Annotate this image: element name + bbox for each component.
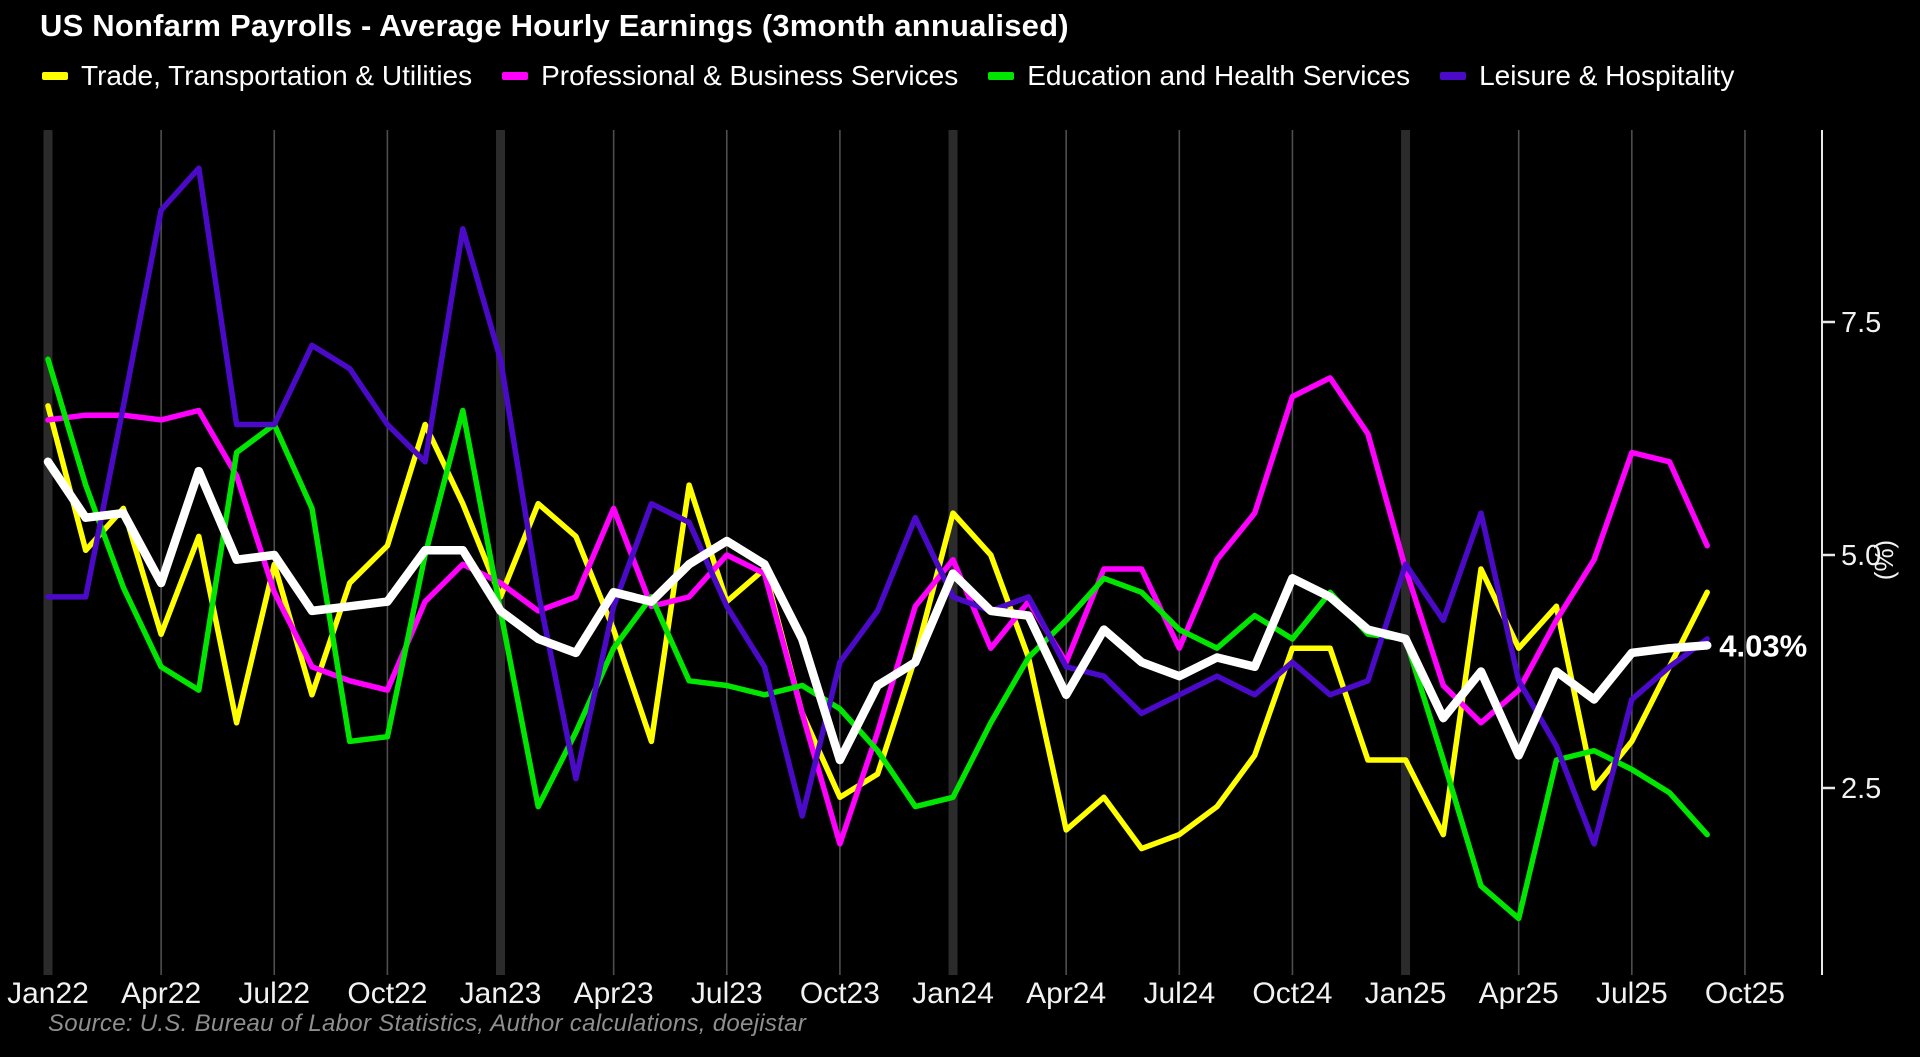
y-tick-label-7.5: 7.5: [1841, 307, 1881, 339]
chart-title: US Nonfarm Payrolls - Average Hourly Ear…: [40, 8, 1069, 43]
x-tick-label-Jul24: Jul24: [1143, 977, 1215, 1010]
legend-label-professional: Professional & Business Services: [541, 60, 959, 91]
legend-label-leisure: Leisure & Hospitality: [1479, 60, 1735, 91]
legend-item-trade: Trade, Transportation & Utilities: [42, 60, 472, 92]
legend-item-education: Education and Health Services: [988, 60, 1410, 92]
y-tick-label-5.0: 5.0: [1841, 540, 1881, 572]
legend-swatch-education: [988, 72, 1015, 80]
legend-item-professional: Professional & Business Services: [502, 60, 958, 92]
x-tick-label-Jan24: Jan24: [912, 977, 994, 1010]
y-tick-label-2.5: 2.5: [1841, 773, 1881, 805]
source-note: Source: U.S. Bureau of Labor Statistics,…: [48, 1010, 807, 1037]
series-line-professional-business-services: [45, 375, 1710, 847]
legend-label-education: Education and Health Services: [1027, 60, 1411, 91]
x-tick-label-Oct23: Oct23: [800, 977, 880, 1010]
x-tick-label-Apr24: Apr24: [1026, 977, 1106, 1010]
x-tick-label-Jul25: Jul25: [1596, 977, 1668, 1010]
x-tick-label-Apr25: Apr25: [1479, 977, 1559, 1010]
x-tick-label-Jan25: Jan25: [1365, 977, 1447, 1010]
legend: Trade, Transportation & Utilities Profes…: [42, 60, 1734, 92]
series-line-education-and-health-services: [45, 356, 1710, 922]
series-end-value-label: 4.03%: [1719, 628, 1807, 663]
x-tick-label-Jan22: Jan22: [7, 977, 89, 1010]
x-tick-label-Jan23: Jan23: [460, 977, 542, 1010]
series-line-overall: [43, 457, 1712, 765]
x-tick-label-Oct24: Oct24: [1252, 977, 1332, 1010]
legend-item-leisure: Leisure & Hospitality: [1440, 60, 1734, 92]
legend-label-trade: Trade, Transportation & Utilities: [81, 60, 473, 91]
legend-swatch-leisure: [1440, 72, 1467, 80]
x-tick-label-Jul22: Jul22: [238, 977, 310, 1010]
x-tick-label-Oct25: Oct25: [1705, 977, 1785, 1010]
series-line-leisure-hospitality: [45, 165, 1710, 847]
series-line-trade-transportation-utilities: [45, 403, 1710, 852]
x-tick-label-Jul23: Jul23: [691, 977, 763, 1010]
legend-swatch-professional: [502, 72, 529, 80]
x-tick-label-Oct22: Oct22: [347, 977, 427, 1010]
x-tick-label-Apr22: Apr22: [121, 977, 201, 1010]
legend-swatch-trade: [42, 72, 68, 80]
y-axis-unit-label: (%): [1869, 540, 1899, 580]
x-tick-label-Apr23: Apr23: [574, 977, 654, 1010]
